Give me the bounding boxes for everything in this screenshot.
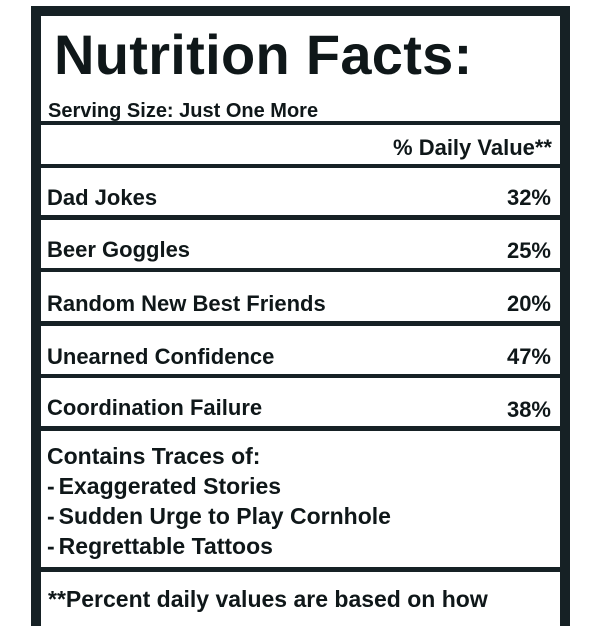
nutrient-name: Unearned Confidence bbox=[47, 344, 275, 369]
nutrient-name: Beer Goggles bbox=[47, 237, 191, 262]
nutrient-value: 38% bbox=[506, 397, 551, 422]
nutrient-row: Coordination Failure 38% bbox=[41, 378, 560, 426]
trace-item: - Regrettable Tattoos bbox=[47, 533, 273, 560]
trace-item-text: Regrettable Tattoos bbox=[58, 533, 273, 559]
nutrient-row: Dad Jokes 32% bbox=[41, 168, 560, 215]
daily-value-header-panel: % Daily Value** bbox=[41, 125, 560, 164]
title-panel: Nutrition Facts: Serving Size: Just One … bbox=[41, 16, 560, 122]
trace-item-text: Exaggerated Stories bbox=[58, 473, 282, 499]
dash-bullet-icon: - bbox=[47, 503, 55, 529]
nutrient-name: Random New Best Friends bbox=[47, 291, 326, 316]
nutrient-value: 32% bbox=[506, 185, 551, 210]
traces-panel: Contains Traces of: - Exaggerated Stories… bbox=[41, 431, 560, 567]
dash-bullet-icon: - bbox=[47, 473, 55, 499]
dash-bullet-icon: - bbox=[47, 533, 55, 559]
nutrient-name: Dad Jokes bbox=[47, 185, 158, 210]
nutrient-row: Unearned Confidence 47% bbox=[41, 326, 560, 374]
nutrient-row: Beer Goggles 25% bbox=[41, 220, 560, 268]
serving-size: Serving Size: Just One More bbox=[48, 100, 319, 122]
label-title: Nutrition Facts: bbox=[54, 23, 473, 86]
trace-item: - Sudden Urge to Play Cornhole bbox=[47, 503, 391, 530]
nutrient-value: 25% bbox=[506, 238, 551, 263]
nutrient-value: 47% bbox=[506, 344, 551, 369]
nutrition-label: Nutrition Facts: Serving Size: Just One … bbox=[31, 6, 570, 632]
footnote-panel: **Percent daily values are based on how bbox=[41, 572, 560, 632]
nutrient-row: Random New Best Friends 20% bbox=[41, 272, 560, 321]
traces-title: Contains Traces of: bbox=[47, 443, 261, 469]
nutrient-name: Coordination Failure bbox=[47, 395, 263, 420]
trace-item-text: Sudden Urge to Play Cornhole bbox=[58, 503, 391, 529]
trace-item: - Exaggerated Stories bbox=[47, 473, 281, 500]
daily-value-header: % Daily Value** bbox=[393, 135, 552, 160]
nutrient-value: 20% bbox=[506, 291, 551, 316]
